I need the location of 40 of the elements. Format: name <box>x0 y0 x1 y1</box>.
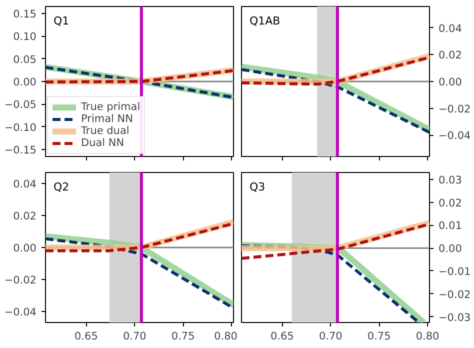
y2-tick-label: −0.02 <box>438 103 471 116</box>
y2-tick-label: 0.04 <box>438 22 462 35</box>
y2-tick-label: 0.01 <box>438 220 462 232</box>
y-tick-label: 0.02 <box>13 210 37 223</box>
x-tick-label: 0.80 <box>214 330 238 342</box>
y-tick-label: 0.15 <box>13 8 37 20</box>
y2-tick-label: 0.02 <box>438 50 462 62</box>
text: Q1 <box>54 14 70 28</box>
y-tick-label: −0.02 <box>4 274 37 286</box>
x-tick-label: 0.65 <box>74 330 98 342</box>
y-tick-label: −0.04 <box>4 306 37 318</box>
legend-label: Dual NN <box>81 137 124 149</box>
y-tick-label: 0.00 <box>13 242 37 254</box>
text: Q3 <box>250 180 266 194</box>
x-tick-label: 0.70 <box>122 330 146 342</box>
x-tick-label: 0.80 <box>416 330 440 342</box>
text: Q1AB <box>250 14 280 28</box>
y2-tick-label: 0.00 <box>438 76 462 88</box>
y2-tick-label: −0.03 <box>438 312 471 324</box>
x-tick-label: 0.75 <box>171 330 195 342</box>
y-tick-label: −0.10 <box>4 122 37 134</box>
x-tick-label: 0.65 <box>270 330 294 342</box>
legend-label: True primal <box>81 101 140 113</box>
y-tick-label: 0.05 <box>13 54 37 66</box>
x-tick-label: 0.75 <box>367 330 391 342</box>
y-tick-label: 0.04 <box>13 178 37 191</box>
x-tick-label: 0.70 <box>318 330 342 342</box>
y-tick-label: 0.00 <box>13 76 37 88</box>
y-tick-label: 0.10 <box>13 31 37 44</box>
y-tick-label: −0.05 <box>4 99 37 112</box>
y2-tick-label: −0.02 <box>438 288 471 301</box>
y2-tick-label: −0.04 <box>438 130 471 142</box>
y-tick-label: −0.15 <box>4 144 37 157</box>
y2-tick-label: 0.02 <box>438 197 462 210</box>
y2-tick-label: −0.01 <box>438 266 471 278</box>
legend-label: True dual <box>81 125 130 137</box>
y2-tick-label: 0.00 <box>438 243 462 256</box>
legend-label: Primal NN <box>81 113 134 125</box>
text: Q2 <box>54 180 70 194</box>
y2-tick-label: 0.03 <box>438 174 462 186</box>
